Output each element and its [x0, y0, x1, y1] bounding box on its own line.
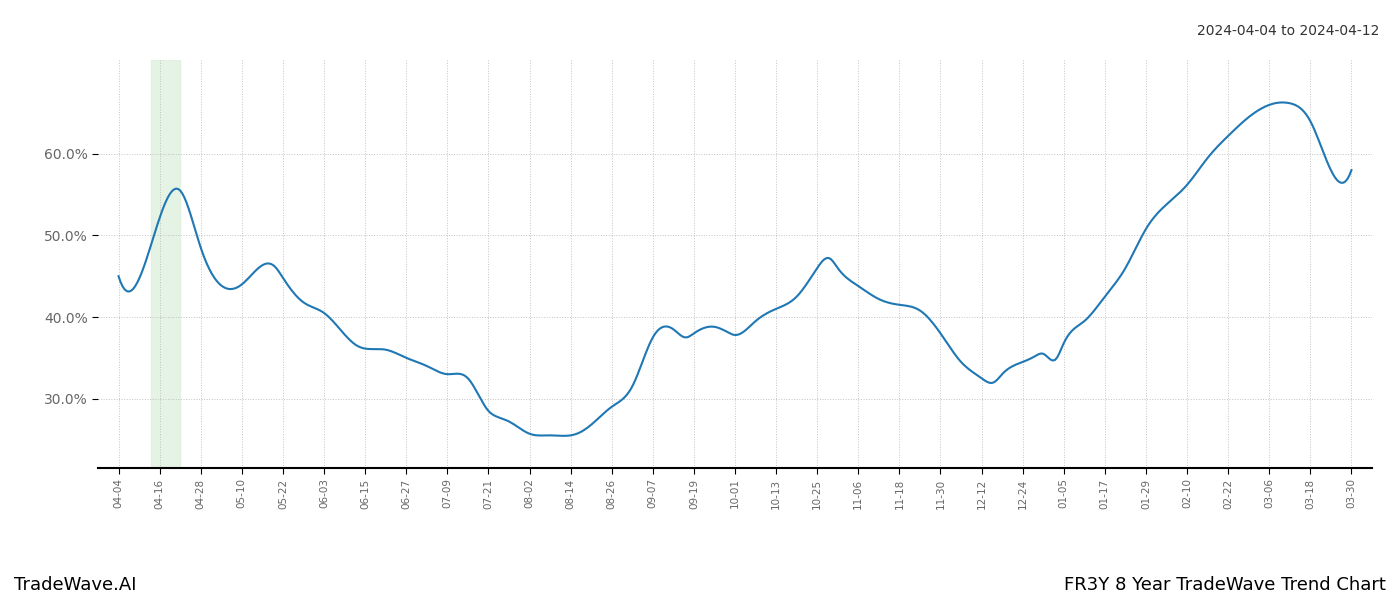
Bar — [151, 60, 181, 468]
Text: TradeWave.AI: TradeWave.AI — [14, 576, 137, 594]
Text: 2024-04-04 to 2024-04-12: 2024-04-04 to 2024-04-12 — [1197, 24, 1379, 38]
Text: FR3Y 8 Year TradeWave Trend Chart: FR3Y 8 Year TradeWave Trend Chart — [1064, 576, 1386, 594]
